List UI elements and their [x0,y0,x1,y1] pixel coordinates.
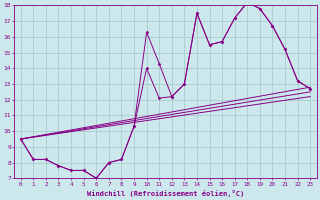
X-axis label: Windchill (Refroidissement éolien,°C): Windchill (Refroidissement éolien,°C) [87,190,244,197]
